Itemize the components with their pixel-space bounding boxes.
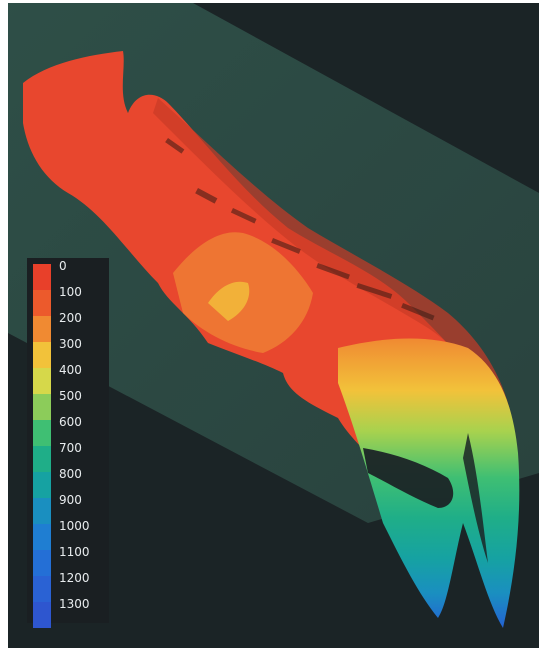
colorbar-swatch-0 — [33, 264, 51, 290]
colorbar-tick-label: 500 — [59, 389, 82, 403]
colorbar-swatch-6 — [33, 420, 51, 446]
colorbar-tick-label: 700 — [59, 441, 82, 455]
colorbar-tick-label: 0 — [59, 259, 67, 273]
depth-colorbar: 0 100 200 300 400 500 600 700 800 900 1000 1100 1200… — [27, 258, 109, 628]
colorbar-swatch-7 — [33, 446, 51, 472]
colorbar-swatch-9 — [33, 498, 51, 524]
colorbar-swatch-2 — [33, 316, 51, 342]
canyon-shadow — [363, 448, 454, 508]
colorbar-tick-label: 1100 — [59, 545, 90, 559]
colorbar-tick-label: 1200 — [59, 571, 90, 585]
colorbar-tick-label: 200 — [59, 311, 82, 325]
colorbar-swatch-5 — [33, 394, 51, 420]
terrain-3d-render — [8, 3, 539, 648]
colorbar-tick-label: 900 — [59, 493, 82, 507]
ridge-details — [165, 137, 435, 321]
colorbar-tick-label: 1300 — [59, 597, 90, 611]
colorbar-tick-label: 800 — [59, 467, 82, 481]
colorbar-tick-label: 300 — [59, 337, 82, 351]
colorbar-tick-label: 100 — [59, 285, 82, 299]
canyon-gap — [463, 433, 488, 563]
colorbar-tick-label: 400 — [59, 363, 82, 377]
colorbar-tick-label: 1000 — [59, 519, 90, 533]
colorbar-swatch-3 — [33, 342, 51, 368]
shelf-highlight — [208, 281, 250, 321]
colorbar-swatch-11 — [33, 550, 51, 576]
colorbar-swatch-1 — [33, 290, 51, 316]
rim-band — [153, 98, 513, 433]
figure-frame: 0 100 200 300 400 500 600 700 800 900 1000 1100 1200… — [8, 3, 539, 648]
colorbar-swatch-12 — [33, 576, 51, 602]
colorbar-swatch-13 — [33, 602, 51, 628]
colorbar-swatch-4 — [33, 368, 51, 394]
colorbar-swatch-8 — [33, 472, 51, 498]
colorbar-tick-label: 600 — [59, 415, 82, 429]
colorbar-swatch-10 — [33, 524, 51, 550]
